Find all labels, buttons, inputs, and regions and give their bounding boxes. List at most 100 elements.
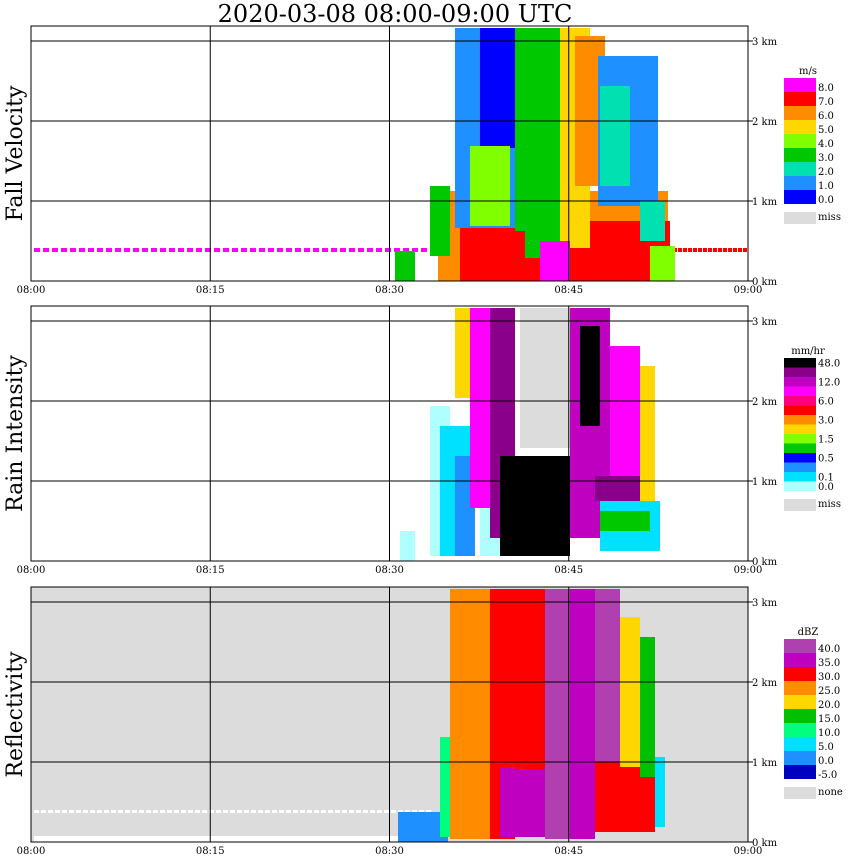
legend-missing-swatch [784,499,816,511]
echo-cell [250,248,256,252]
echo-cell [205,248,211,252]
x-tick-label: 08:00 [17,846,46,857]
echo-cell [321,810,326,813]
legend-swatch [784,358,816,368]
echo-cell [500,767,550,837]
echo-cell [703,248,707,252]
legend-label: 20.0 [818,700,840,711]
echo-cell [385,248,391,252]
x-tick-label: 09:00 [734,565,763,576]
legend-swatch [784,415,816,425]
echo-cell [640,366,655,506]
echo-cell [688,248,692,252]
echo-cell [62,810,67,813]
panel-0: 0 km 1 km 2 km 3 km 08:00 08:15 08:30 08:45 09:0… [3,25,841,296]
echo-cell [540,456,570,556]
legend-swatch [784,751,816,765]
legend-swatch [784,92,816,106]
legend-unit: mm/hr [791,346,825,357]
echo-cell [97,248,103,252]
y-axis-label: Rain Intensity [3,354,28,511]
y-tick-label: 1 km [752,758,778,769]
legend-swatch [784,396,816,406]
echo-cell [500,456,540,556]
echo-cell [142,248,148,252]
x-tick-label: 08:45 [554,846,583,857]
x-tick-label: 08:15 [196,565,225,576]
echo-cell [620,617,640,767]
legend-swatch [784,737,816,751]
echo-cell [258,810,263,813]
legend-swatch [784,176,816,190]
echo-cell [314,810,319,813]
legend-label: 8.0 [818,83,834,94]
legend-label: 40.0 [818,644,840,655]
legend-label: 35.0 [818,658,840,669]
echo-cell [188,810,193,813]
echo-cell [430,186,450,256]
legend-swatch [784,765,816,779]
echo-cell [202,810,207,813]
echo-cell [322,248,328,252]
echo-cell [340,248,346,252]
legend-swatch [784,120,816,134]
x-tick-label: 08:15 [196,846,225,857]
legend-missing-label: none [818,787,843,798]
x-tick-label: 08:45 [554,285,583,296]
legend-label: 0.5 [818,454,834,465]
legend-swatch [784,639,816,653]
legend-swatch [784,462,816,472]
x-tick-label: 08:30 [375,285,404,296]
echo-cell [153,810,158,813]
echo-cell [412,810,417,813]
legend-swatch [784,653,816,667]
echo-cell [728,248,732,252]
y-tick-label: 2 km [752,397,778,408]
echo-cell [419,810,424,813]
legend-swatch [784,134,816,148]
echo-cell [505,231,525,281]
legend-label: 48.0 [818,359,840,370]
echo-cell [400,531,415,561]
echo-cell [515,28,560,258]
legend-missing-label: miss [818,499,841,510]
echo-cell [698,248,702,252]
echo-cell [181,810,186,813]
echo-cell [377,810,382,813]
echo-cell [286,248,292,252]
legend-swatch [784,106,816,120]
echo-cell [160,810,165,813]
echo-cell [272,810,277,813]
echo-cell [133,248,139,252]
echo-cell [655,757,665,827]
echo-cell [335,810,340,813]
legend-label: 25.0 [818,686,840,697]
y-tick-label: 0 km [752,557,778,568]
echo-cell [279,810,284,813]
echo-cell [237,810,242,813]
echo-cell [241,248,247,252]
echo-cell [595,589,620,769]
echo-cell [265,810,270,813]
x-tick-label: 08:30 [375,565,404,576]
echo-cell [251,810,256,813]
echo-cell [83,810,88,813]
x-tick-label: 08:45 [554,565,583,576]
echo-cell [169,248,175,252]
echo-cell [403,248,409,252]
echo-cell [349,810,354,813]
echo-cell [367,248,373,252]
y-tick-label: 3 km [752,317,778,328]
echo-cell [450,589,490,839]
echo-cell [358,248,364,252]
echo-cell [733,248,737,252]
legend-swatch [784,472,816,482]
y-tick-label: 1 km [752,477,778,488]
echo-cell [683,248,687,252]
legend-label: 5.0 [818,125,834,136]
legend-label: 2.0 [818,167,834,178]
x-tick-label: 09:00 [734,285,763,296]
figure-title: 2020-03-08 08:00-09:00 UTC [217,0,573,28]
echo-cell [79,248,85,252]
